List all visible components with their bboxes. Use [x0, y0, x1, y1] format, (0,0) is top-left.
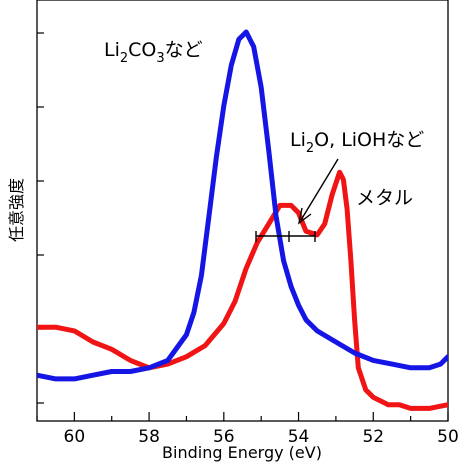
annotation-li2o-lioh: Li2O, LiOHなど	[290, 129, 424, 156]
series-layer	[37, 29, 448, 411]
region-bracket	[255, 231, 316, 242]
x-tick-label: 58	[138, 427, 160, 447]
x-axis-title: Binding Energy (eV)	[162, 443, 322, 462]
x-axis-ticks: 60 58 56 54 52 50	[36, 412, 459, 447]
pointer-arrow	[297, 158, 339, 225]
y-axis-title: 任意強度	[7, 178, 26, 242]
series-line-blue	[37, 29, 448, 382]
x-tick-label: 60	[64, 427, 86, 447]
x-tick-label: 52	[362, 427, 384, 447]
x-tick-label: 56	[213, 427, 235, 447]
y-axis-ticks	[37, 32, 44, 404]
x-tick-label: 50	[437, 427, 459, 447]
plot-frame	[36, 0, 449, 422]
x-tick-label: 54	[288, 427, 310, 447]
annotation-li2co3: Li2CO3など	[104, 39, 203, 66]
annotation-metal: メタル	[356, 187, 413, 209]
